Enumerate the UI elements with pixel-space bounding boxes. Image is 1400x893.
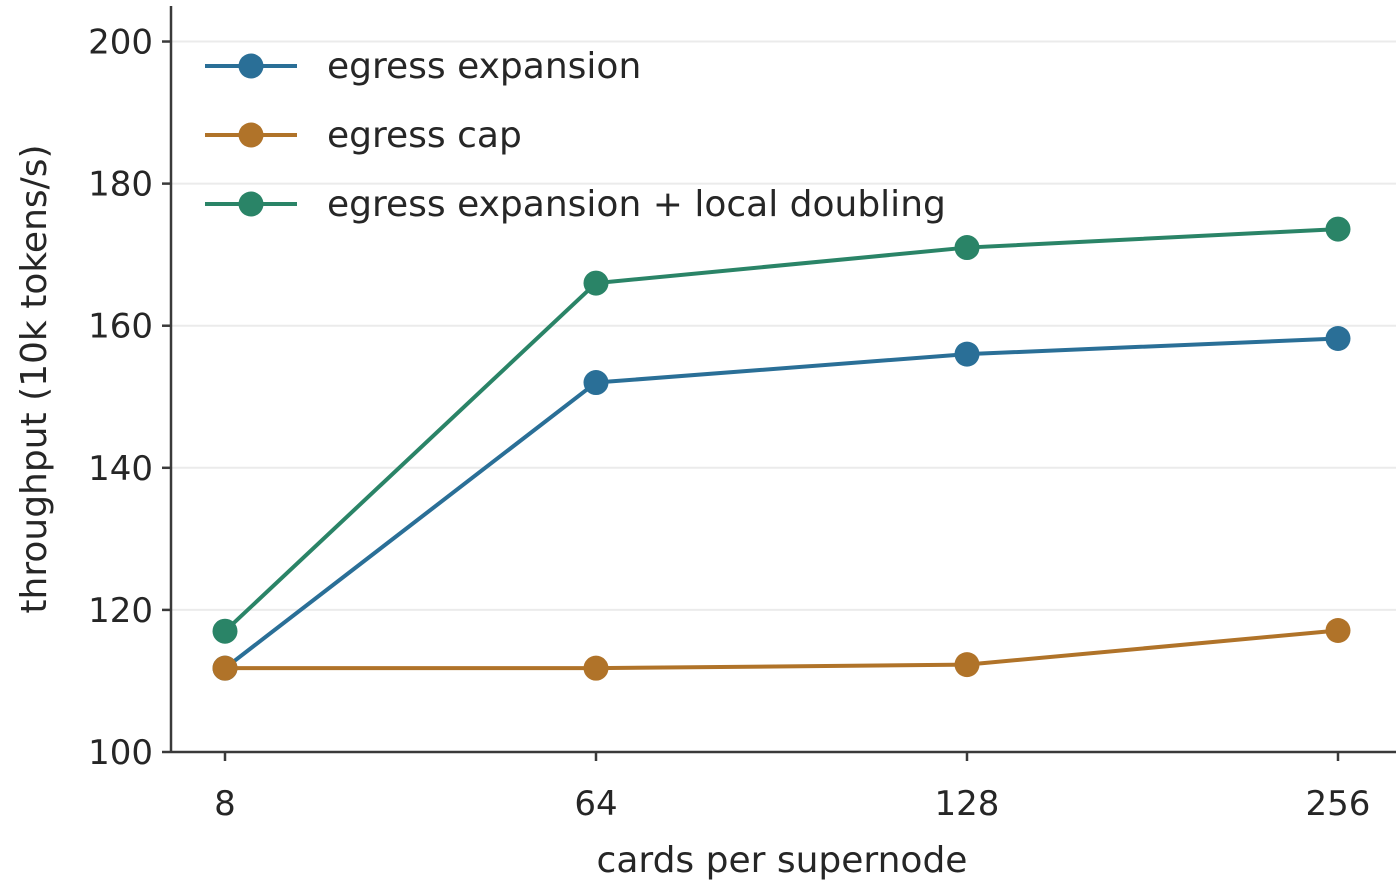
y-tick-label: 140 <box>88 449 153 489</box>
data-point <box>954 235 980 261</box>
data-point <box>1325 618 1351 644</box>
series-line <box>223 336 1339 670</box>
x-axis-title: cards per supernode <box>597 840 968 881</box>
legend-label: egress cap <box>327 115 522 156</box>
y-axis-title: throughput (10k tokens/s) <box>14 144 55 613</box>
data-point <box>212 618 238 644</box>
y-tick-label: 180 <box>88 165 153 205</box>
legend-swatch-marker <box>238 53 264 79</box>
x-tick-label: 128 <box>935 784 1000 824</box>
grid-layer <box>171 40 1396 611</box>
legend-label: egress expansion + local doubling <box>327 184 946 225</box>
x-tick-label: 8 <box>214 784 236 824</box>
ticks-layer: 100 120 140 160 180 200 8 64 128 256 <box>88 23 1370 824</box>
x-tick-label: 64 <box>574 784 617 824</box>
legend-label: egress expansion <box>327 46 641 87</box>
y-tick-label: 120 <box>88 591 153 631</box>
y-tick-label: 100 <box>88 733 153 773</box>
legend: egress expansion egress cap egress expansi… <box>205 46 946 225</box>
data-point <box>954 652 980 678</box>
series-line <box>223 227 1339 633</box>
data-point <box>1325 326 1351 352</box>
legend-swatch-marker <box>238 122 264 148</box>
series-layer <box>212 216 1351 681</box>
data-point <box>954 341 980 367</box>
y-tick-label: 200 <box>88 23 153 63</box>
legend-swatch-marker <box>238 191 264 217</box>
data-point <box>583 270 609 296</box>
x-tick-label: 256 <box>1306 784 1371 824</box>
series-line <box>225 628 1339 671</box>
data-point <box>1325 216 1351 242</box>
axes-layer <box>169 6 1396 754</box>
data-point <box>212 655 238 681</box>
data-point <box>583 655 609 681</box>
data-point <box>583 370 609 396</box>
y-tick-label: 160 <box>88 307 153 347</box>
